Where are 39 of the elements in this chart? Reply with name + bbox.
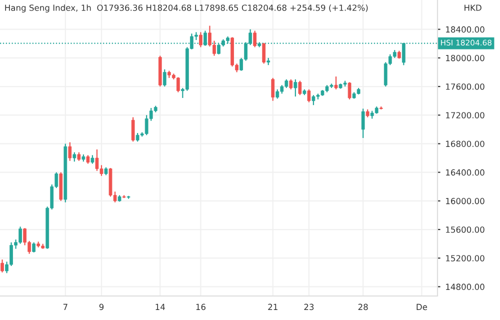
y-tick-label: 16800.00 xyxy=(446,140,484,147)
x-tick-label: 28 xyxy=(358,304,368,310)
candlestick xyxy=(176,76,180,93)
candlestick xyxy=(334,76,338,90)
y-tick-label: 18400.00 xyxy=(446,26,484,33)
y-tick-label: 15200.00 xyxy=(446,255,484,262)
candlestick xyxy=(68,142,72,162)
candlestick xyxy=(361,108,365,139)
text: HKD xyxy=(464,4,482,11)
candlestick xyxy=(72,152,76,162)
candlestick xyxy=(199,32,202,48)
y-tick-label: 16400.00 xyxy=(446,169,484,176)
y-tick-label: 18000.00 xyxy=(446,54,484,62)
candlestick xyxy=(32,242,36,253)
x-tick-label: 7 xyxy=(63,304,68,310)
candlestick xyxy=(271,77,275,102)
y-tick-label: 14800.00 xyxy=(446,284,484,290)
chart-title: Hang Seng Index, 1h O17936.36 H18204.68 L17898.65 C18204.68 +254.59 (+1.42%) xyxy=(5,4,368,13)
y-tick-label: 17200.00 xyxy=(446,112,484,118)
y-tick-label: 15600.00 xyxy=(446,226,484,233)
y-tick-label: 17600.00 xyxy=(446,83,484,90)
x-tick-label: 23 xyxy=(304,304,314,310)
candlestick xyxy=(131,116,135,142)
candlestick xyxy=(307,88,311,103)
x-tick-label: De xyxy=(416,304,428,310)
candlestick xyxy=(162,68,166,88)
y-tick-label: 16000.00 xyxy=(446,198,484,204)
x-tick-label: 16 xyxy=(196,304,206,310)
candlestick xyxy=(262,42,266,64)
candlestick xyxy=(253,30,257,48)
candlestick xyxy=(348,82,352,100)
x-tick-label: 9 xyxy=(99,304,104,310)
x-tick-label: 21 xyxy=(268,304,278,310)
candlestick xyxy=(276,88,280,100)
candlestick xyxy=(294,78,298,98)
x-tick-label: 14 xyxy=(156,304,165,310)
candlestick xyxy=(0,258,4,273)
candlestick xyxy=(289,78,293,90)
candlestick xyxy=(298,80,302,96)
